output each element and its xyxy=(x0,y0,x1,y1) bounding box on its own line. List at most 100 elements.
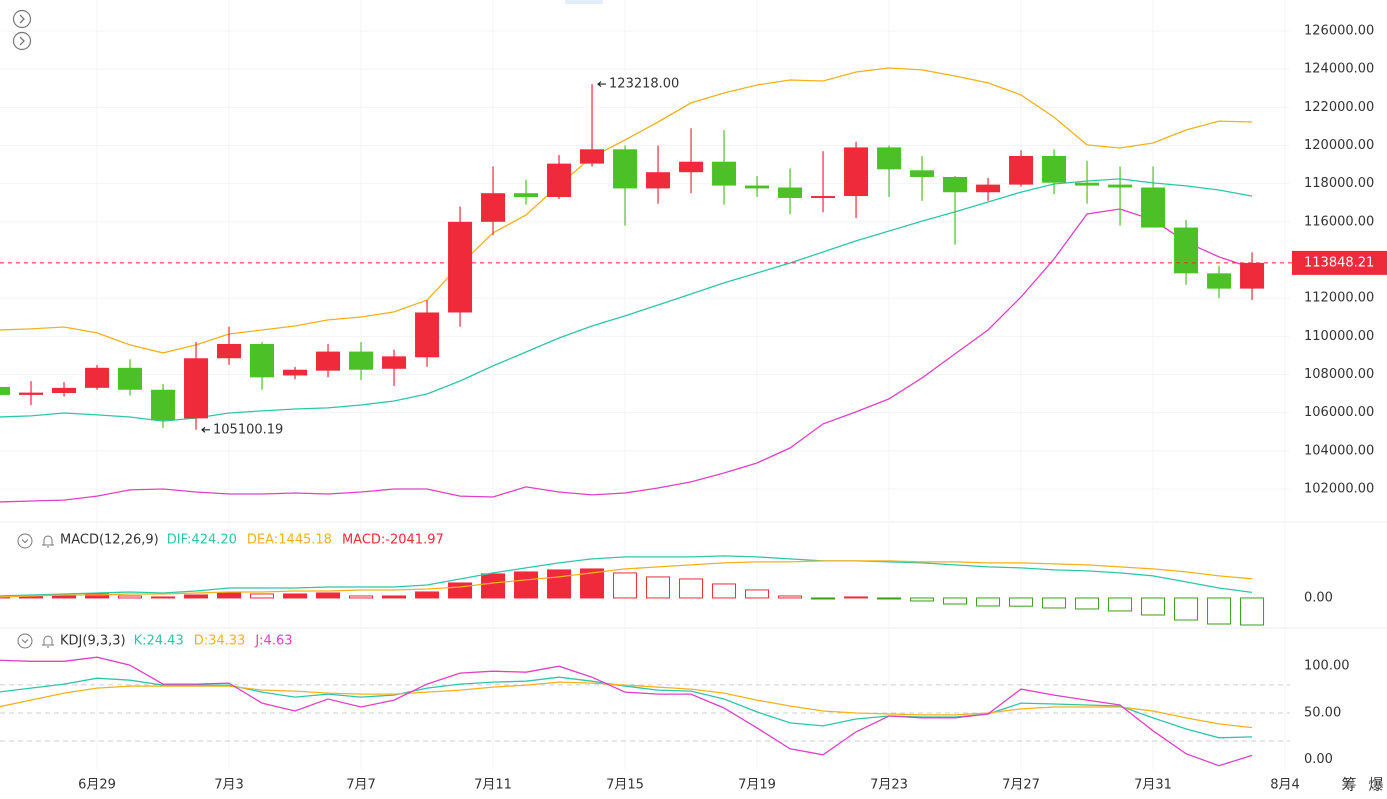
y-tick-label: 102000.00 xyxy=(1304,481,1374,496)
icon-bell xyxy=(42,635,54,648)
macd-bar xyxy=(943,597,968,605)
x-tick-label: 8月4 xyxy=(1270,778,1300,793)
candle-body xyxy=(85,367,110,388)
macd-bar xyxy=(811,597,836,600)
indicator-line xyxy=(0,656,1253,767)
icon-circle xyxy=(17,633,33,649)
macd-bar xyxy=(184,594,209,599)
candle-body xyxy=(0,386,11,395)
candle-body xyxy=(19,392,44,395)
macd-bar xyxy=(976,597,1001,607)
legend-entry: D:34.33 xyxy=(194,634,246,649)
candle-body xyxy=(349,351,374,370)
y-tick-label: 50.00 xyxy=(1304,705,1341,720)
annotation-arrow xyxy=(201,426,211,433)
macd-bar xyxy=(85,593,110,599)
candle-body xyxy=(217,343,242,359)
top-tab xyxy=(565,0,603,4)
macd-bar xyxy=(349,595,374,599)
macd-bar xyxy=(613,572,638,599)
plot-area xyxy=(0,67,1265,503)
candle-body xyxy=(712,161,737,186)
icon-chevron xyxy=(19,36,25,46)
candle-body xyxy=(1240,262,1265,289)
macd-bar xyxy=(217,592,242,599)
candle-body xyxy=(1108,184,1133,188)
y-tick-label: 112000.00 xyxy=(1304,291,1374,306)
x-tick-label: 7月27 xyxy=(1002,778,1040,793)
indicator-line xyxy=(0,555,1253,597)
macd-bar xyxy=(250,593,275,599)
x-tick-label: 7月31 xyxy=(1134,778,1172,793)
macd-bar xyxy=(151,596,176,599)
expand-button[interactable] xyxy=(12,31,32,51)
x-tick-label: 7月3 xyxy=(214,778,244,793)
y-tick-label: 126000.00 xyxy=(1304,23,1374,38)
macd-bar xyxy=(1240,597,1265,626)
macd-bar xyxy=(580,568,605,599)
macd-bar xyxy=(910,597,935,602)
y-tick-label: 108000.00 xyxy=(1304,367,1374,382)
expand-button[interactable] xyxy=(12,9,32,29)
candle-body xyxy=(679,161,704,173)
icon-circle xyxy=(12,9,32,29)
macd-bar xyxy=(778,595,803,599)
candle-body xyxy=(1042,155,1067,183)
macd-controls[interactable] xyxy=(17,533,54,549)
macd-bar xyxy=(1141,597,1166,616)
candle-body xyxy=(448,221,473,313)
candle-body xyxy=(184,358,209,419)
macd-bar xyxy=(646,576,671,599)
last-price-label: 113848.21 xyxy=(1304,255,1374,270)
y-tick-label: 124000.00 xyxy=(1304,62,1374,77)
macd-bar xyxy=(712,583,737,599)
x-tick-label: 7月7 xyxy=(346,778,376,793)
candle-body xyxy=(976,184,1001,193)
y-tick-label: 104000.00 xyxy=(1304,443,1374,458)
indicator-line xyxy=(0,67,1253,354)
legend-entry: MACD:-2041.97 xyxy=(342,533,444,548)
candle-body xyxy=(811,196,836,198)
kdj-controls[interactable] xyxy=(17,633,54,649)
macd-bar xyxy=(283,593,308,599)
x-tick-label: 7月19 xyxy=(738,778,776,793)
y-tick-label: 0.00 xyxy=(1304,752,1333,767)
macd-bar xyxy=(1075,597,1100,610)
macd-bar xyxy=(1207,597,1232,625)
plot-area xyxy=(0,656,1253,767)
macd-bar xyxy=(1108,597,1133,612)
legend-entry: DEA:1445.18 xyxy=(247,533,332,548)
macd-bar xyxy=(118,595,143,599)
indicator-line xyxy=(0,681,1253,729)
macd-bar xyxy=(382,595,407,599)
candle-body xyxy=(778,187,803,198)
candle-body xyxy=(1075,182,1100,186)
candle-body xyxy=(481,193,506,222)
candle-body xyxy=(547,163,572,198)
legend-entry: DIF:424.20 xyxy=(167,533,237,548)
macd-bar xyxy=(745,589,770,599)
y-tick-label: 122000.00 xyxy=(1304,100,1374,115)
macd-bar xyxy=(316,592,341,599)
candle-body xyxy=(943,176,968,193)
candle-body xyxy=(1141,187,1166,228)
candle-body xyxy=(316,351,341,371)
macd-bar xyxy=(448,582,473,599)
y-tick-label: 110000.00 xyxy=(1304,329,1374,344)
toolbar-button[interactable]: 筹 xyxy=(1341,776,1356,794)
candle-body xyxy=(514,193,539,198)
candle-body xyxy=(646,172,671,189)
x-tick-label: 7月15 xyxy=(606,778,644,793)
candle-body xyxy=(151,389,176,421)
candle-body xyxy=(382,356,407,369)
icon-chevron xyxy=(19,14,25,24)
annotation-arrow xyxy=(597,81,607,88)
macd-bar xyxy=(415,591,440,599)
toolbar-button[interactable]: 爆 xyxy=(1368,776,1383,794)
icon-circle xyxy=(12,31,32,51)
legend-entry: K:24.43 xyxy=(134,634,184,649)
x-tick-label: 7月23 xyxy=(870,778,908,793)
candle-body xyxy=(910,170,935,177)
